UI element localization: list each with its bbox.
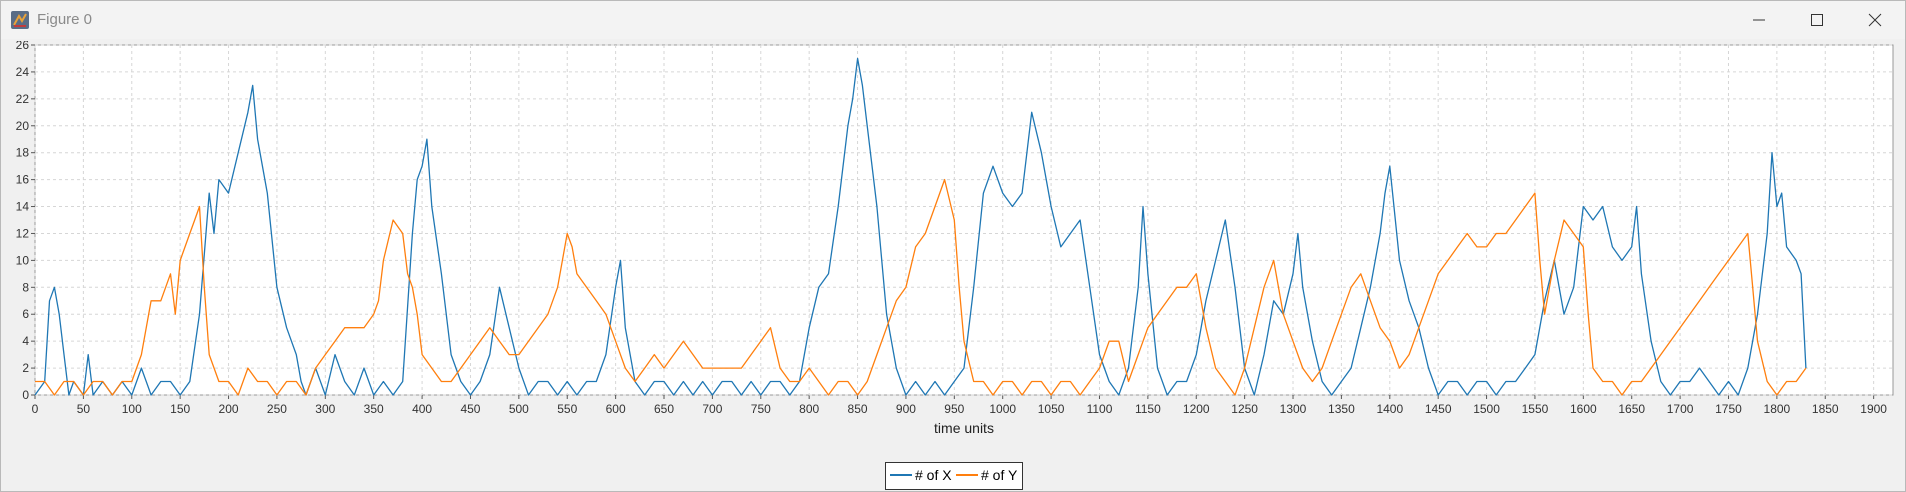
x-tick-label: 900 — [896, 402, 916, 416]
java-app-icon — [11, 11, 29, 29]
x-tick-label: 1750 — [1715, 402, 1742, 416]
x-tick-label: 1550 — [1522, 402, 1549, 416]
series-line-x — [34, 57, 1807, 396]
y-tick-label: 24 — [16, 65, 30, 79]
y-tick-label: 22 — [16, 92, 30, 106]
y-tick-label: 2 — [22, 361, 29, 375]
x-tick-label: 1450 — [1425, 402, 1452, 416]
maximize-button[interactable] — [1789, 1, 1845, 39]
legend-label-x: # of X — [915, 467, 952, 483]
x-tick-label: 850 — [848, 402, 868, 416]
x-tick-label: 1350 — [1328, 402, 1355, 416]
x-tick-label: 750 — [751, 402, 771, 416]
legend-line-x — [890, 474, 912, 476]
x-tick-label: 250 — [267, 402, 287, 416]
legend-item-x: # of X — [890, 467, 952, 483]
x-tick-label: 1050 — [1038, 402, 1065, 416]
x-tick-label: 1650 — [1618, 402, 1645, 416]
y-tick-label: 26 — [16, 41, 30, 52]
x-tick-label: 700 — [702, 402, 722, 416]
y-tick-label: 0 — [22, 388, 29, 402]
y-tick-label: 10 — [16, 253, 30, 267]
x-axis-label: time units — [934, 420, 994, 436]
x-tick-label: 950 — [944, 402, 964, 416]
y-tick-label: 4 — [22, 334, 29, 348]
series-line-y — [35, 178, 1807, 396]
y-tick-label: 14 — [16, 200, 30, 214]
x-tick-label: 1200 — [1183, 402, 1210, 416]
legend-line-y — [956, 474, 978, 476]
x-tick-label: 600 — [606, 402, 626, 416]
x-tick-label: 100 — [122, 402, 142, 416]
y-tick-label: 12 — [16, 226, 30, 240]
x-tick-label: 1600 — [1570, 402, 1597, 416]
x-tick-label: 650 — [654, 402, 674, 416]
x-tick-label: 150 — [170, 402, 190, 416]
x-tick-label: 1500 — [1473, 402, 1500, 416]
window-title: Figure 0 — [37, 11, 93, 28]
line-chart[interactable]: 0 50 100 150 200 250 300 350 400 450 500 550 600 650 7… — [1, 38, 1905, 461]
x-tick-label: 1700 — [1667, 402, 1694, 416]
x-tick-label: 550 — [557, 402, 577, 416]
x-tick-label: 300 — [315, 402, 335, 416]
legend-label-y: # of Y — [981, 467, 1018, 483]
title-bar[interactable]: Figure 0 — [1, 1, 1905, 39]
x-tick-label: 350 — [364, 402, 384, 416]
x-tick-label: 50 — [77, 402, 91, 416]
x-tick-label: 500 — [509, 402, 529, 416]
y-tick-label: 8 — [22, 280, 29, 294]
minimize-button[interactable] — [1731, 1, 1787, 39]
x-tick-label: 800 — [799, 402, 819, 416]
x-tick-label: 1250 — [1231, 402, 1258, 416]
x-tick-label: 450 — [460, 402, 480, 416]
y-tick-label: 20 — [16, 119, 30, 133]
legend: # of X # of Y — [885, 462, 1023, 490]
maximize-icon — [1811, 14, 1823, 26]
minimize-icon — [1753, 19, 1765, 21]
x-tick-label: 1400 — [1376, 402, 1403, 416]
legend-item-y: # of Y — [956, 467, 1017, 483]
plot-area: 0 50 100 150 200 250 300 350 400 450 500 550 600 650 7… — [1, 38, 1905, 466]
x-tick-label: 400 — [412, 402, 432, 416]
y-tick-label: 18 — [16, 146, 30, 160]
x-tick-label: 1100 — [1087, 402, 1113, 416]
close-button[interactable] — [1847, 1, 1903, 39]
x-tick-label: 0 — [32, 402, 39, 416]
x-tick-label: 1150 — [1135, 402, 1161, 416]
x-tick-label: 1850 — [1812, 402, 1839, 416]
close-icon — [1868, 13, 1882, 27]
x-tick-label: 1300 — [1280, 402, 1307, 416]
x-tick-label: 1800 — [1764, 402, 1791, 416]
y-tick-label: 16 — [16, 173, 30, 187]
x-tick-label: 200 — [219, 402, 239, 416]
x-tick-label: 1900 — [1860, 402, 1887, 416]
y-tick-label: 6 — [22, 307, 29, 321]
x-tick-label: 1000 — [989, 402, 1016, 416]
